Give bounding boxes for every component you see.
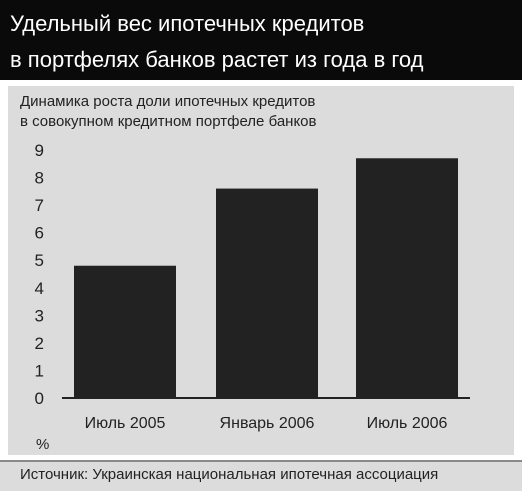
title-line-2: в портфелях банков растет из года в год <box>10 47 424 72</box>
subtitle-line-1: Динамика роста доли ипотечных кредитов <box>20 93 316 110</box>
subtitle-line-2: в совокупном кредитном портфеле банков <box>20 113 317 130</box>
x-tick-label: Июль 2005 <box>85 415 166 432</box>
y-tick-label: 2 <box>35 334 44 353</box>
y-tick-label: 6 <box>35 224 44 243</box>
source-note: Источник: Украинская национальная ипотеч… <box>0 460 522 491</box>
y-tick-label: 5 <box>35 251 44 270</box>
chart-subtitle: Динамика роста доли ипотечных кредитов в… <box>20 92 316 132</box>
y-tick-label: 3 <box>35 306 44 325</box>
y-tick-label: 4 <box>35 279 44 298</box>
chart-header: Удельный вес ипотечных кредитов в портфе… <box>0 0 522 80</box>
x-tick-label: Июль 2006 <box>367 415 448 432</box>
y-tick-label: 7 <box>35 196 44 215</box>
bar <box>356 158 458 398</box>
x-tick-label: Январь 2006 <box>220 415 315 432</box>
title-line-1: Удельный вес ипотечных кредитов <box>10 11 365 36</box>
y-tick-label: 9 <box>35 141 44 160</box>
y-tick-label: 8 <box>35 169 44 188</box>
unit-label: % <box>36 436 50 453</box>
y-tick-label: 0 <box>35 389 44 408</box>
y-tick-label: 1 <box>35 361 44 380</box>
bar <box>74 265 176 398</box>
bar <box>216 188 318 398</box>
